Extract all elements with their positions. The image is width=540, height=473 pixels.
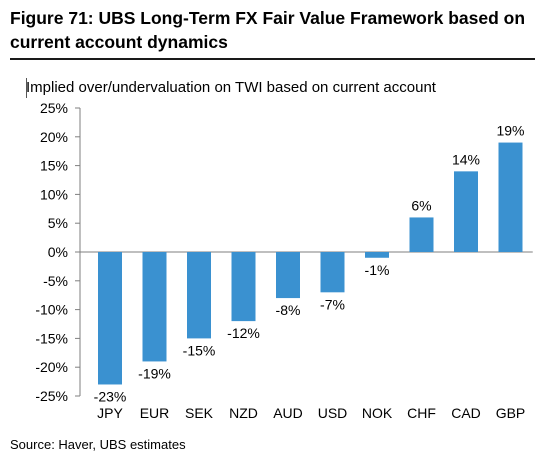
- y-tick-label: -10%: [35, 302, 68, 318]
- bar-eur: [142, 252, 167, 362]
- chart-subtitle: Implied over/undervaluation on TWI based…: [26, 79, 436, 96]
- subtitle-marker: [26, 78, 27, 98]
- y-tick-label: 0%: [48, 244, 68, 260]
- source-note: Source: Haver, UBS estimates: [10, 437, 186, 452]
- x-tick-label-aud: AUD: [273, 405, 303, 421]
- data-label-chf: 6%: [411, 197, 431, 213]
- figure-title: Figure 71: UBS Long-Term FX Fair Value F…: [10, 8, 526, 52]
- bar-sek: [187, 252, 211, 339]
- y-tick-label: -20%: [35, 359, 68, 375]
- x-tick-label-eur: EUR: [140, 405, 170, 421]
- bar-aud: [276, 252, 300, 299]
- x-tick-label-chf: CHF: [407, 405, 436, 421]
- bar-usd: [320, 252, 345, 293]
- bar-gbp: [498, 142, 523, 252]
- y-tick-label: 25%: [40, 100, 68, 116]
- x-tick-label-nzd: NZD: [229, 405, 258, 421]
- data-label-nzd: -12%: [227, 325, 260, 341]
- title-divider: [10, 58, 535, 60]
- y-axis: 25% 20% 15% 10% 5% 0% -5% -10% -15% -20% -25%: [35, 100, 533, 404]
- x-tick-label-sek: SEK: [185, 405, 214, 421]
- x-axis-labels: JPY EUR SEK NZD AUD USD NOK CHF CAD GBP: [97, 405, 525, 421]
- data-label-gbp: 19%: [496, 123, 524, 139]
- bar-jpy: [98, 252, 122, 385]
- data-label-eur: -19%: [138, 365, 171, 381]
- y-tick-label: 15%: [40, 158, 68, 174]
- y-tick-label: 20%: [40, 129, 68, 145]
- bar-cad: [454, 171, 478, 252]
- data-label-usd: -7%: [320, 296, 345, 312]
- data-label-sek: -15%: [183, 342, 216, 358]
- data-labels: -23% -19% -15% -12% -8% -7% -1% 6% 14% 19%: [94, 123, 525, 405]
- x-tick-label-cad: CAD: [451, 405, 481, 421]
- x-tick-label-usd: USD: [318, 405, 348, 421]
- data-label-nok: -1%: [365, 262, 390, 278]
- bar-chf: [409, 217, 434, 252]
- data-label-cad: 14%: [452, 151, 480, 167]
- y-tick-label: 5%: [48, 215, 68, 231]
- bar-nzd: [231, 252, 256, 322]
- y-tick-label: -25%: [35, 388, 68, 404]
- data-label-aud: -8%: [276, 302, 301, 318]
- bar-nok: [365, 252, 389, 258]
- data-label-jpy: -23%: [94, 388, 127, 404]
- y-tick-label: 10%: [40, 186, 68, 202]
- x-tick-label-nok: NOK: [362, 405, 393, 421]
- x-tick-label-jpy: JPY: [97, 405, 123, 421]
- x-tick-label-gbp: GBP: [496, 405, 526, 421]
- y-tick-label: -5%: [43, 273, 68, 289]
- y-tick-label: -15%: [35, 330, 68, 346]
- bars: [98, 142, 523, 385]
